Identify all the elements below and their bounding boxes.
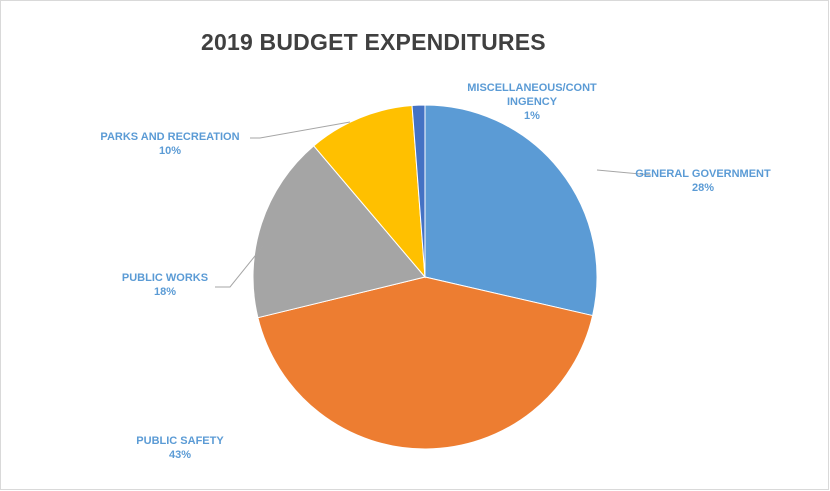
pie-slice-public-safety bbox=[257, 276, 594, 450]
slice-label-miscellaneous-contingency-line-1: MISCELLANEOUS/CONT bbox=[467, 82, 597, 94]
pie-slice-public-works bbox=[252, 145, 426, 319]
slice-label-general-government: GENERAL GOVERNMENT bbox=[635, 168, 771, 180]
pie-slice-general-government bbox=[424, 104, 598, 317]
slice-percent-general-government: 28% bbox=[692, 182, 714, 194]
pie-slice-parks-and-recreation bbox=[313, 104, 426, 279]
slice-percent-miscellaneous-contingency: 1% bbox=[524, 110, 540, 122]
slice-label-public-works: PUBLIC WORKS bbox=[122, 272, 208, 284]
slice-labels: GENERAL GOVERNMENT 28% PUBLIC SAFETY 43% PUB… bbox=[100, 82, 771, 461]
pie-slice-miscellaneous-contingency bbox=[411, 104, 426, 278]
leader-line-public-works bbox=[215, 245, 264, 288]
leader-lines bbox=[215, 121, 652, 288]
slice-percent-parks-and-recreation: 10% bbox=[159, 145, 181, 157]
slice-label-miscellaneous-contingency-line-2: INGENCY bbox=[507, 96, 558, 108]
slice-percent-public-works: 18% bbox=[154, 286, 176, 298]
slice-percent-public-safety: 43% bbox=[169, 449, 191, 461]
slice-label-parks-and-recreation: PARKS AND RECREATION bbox=[100, 131, 239, 143]
chart-title: 2019 BUDGET EXPENDITURES bbox=[201, 29, 546, 55]
leader-line-parks-and-recreation bbox=[250, 121, 351, 139]
leader-line-general-government bbox=[596, 169, 652, 176]
pie-slices bbox=[252, 104, 598, 450]
slice-label-public-safety: PUBLIC SAFETY bbox=[136, 435, 224, 447]
